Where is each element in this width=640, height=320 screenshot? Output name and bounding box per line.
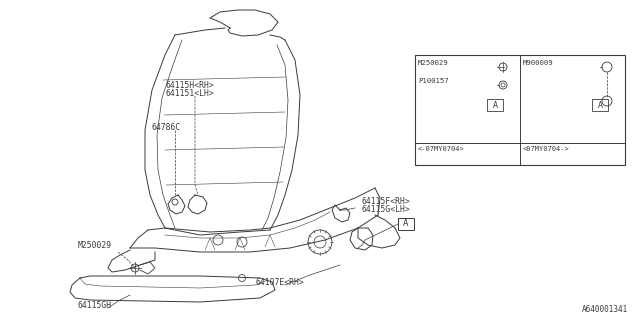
Text: 64786C: 64786C (152, 123, 181, 132)
Text: M900009: M900009 (523, 60, 554, 66)
Text: M250029: M250029 (78, 241, 112, 250)
Text: P100157: P100157 (418, 78, 449, 84)
Bar (592, 99, 608, 111)
Text: 641151<LH>: 641151<LH> (165, 89, 214, 98)
Text: <-07MY0704>: <-07MY0704> (418, 146, 465, 152)
Bar (415, 55, 625, 165)
Text: A: A (493, 100, 497, 109)
Text: A: A (403, 220, 409, 228)
Text: M250029: M250029 (418, 60, 449, 66)
Bar (487, 99, 503, 111)
Text: 64115H<RH>: 64115H<RH> (165, 81, 214, 90)
Bar (398, 218, 414, 230)
Text: 64115F<RH>: 64115F<RH> (362, 197, 411, 206)
Text: 64107E<RH>: 64107E<RH> (255, 278, 304, 287)
Text: <07MY0704->: <07MY0704-> (523, 146, 570, 152)
Text: A640001341: A640001341 (582, 305, 628, 314)
Text: 64115G<LH>: 64115G<LH> (362, 205, 411, 214)
Text: A: A (598, 100, 602, 109)
Text: 64115GH: 64115GH (78, 301, 112, 310)
